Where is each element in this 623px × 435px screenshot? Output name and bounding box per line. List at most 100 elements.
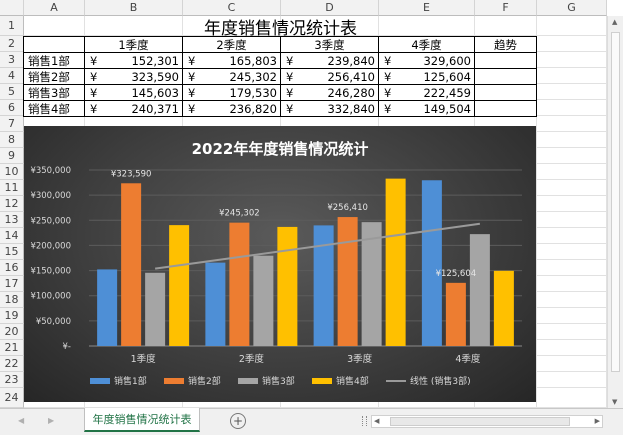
column-header-f[interactable]: F <box>475 0 537 16</box>
scroll-up-icon[interactable]: ▲ <box>612 18 618 26</box>
horizontal-scroll-thumb[interactable] <box>390 417 570 426</box>
value-cell[interactable]: ¥323,590 <box>84 68 183 85</box>
horizontal-scrollbar[interactable]: ◀ ▶ <box>371 415 603 428</box>
x-tick-label: 2季度 <box>239 353 265 365</box>
select-all-corner[interactable] <box>0 0 24 16</box>
trend-cell[interactable] <box>474 68 537 85</box>
chart-canvas: 2022年年度销售情况统计 ¥- ¥50,000 ¥100,000 ¥150,000 ¥… <box>30 140 522 387</box>
currency-symbol: ¥ <box>188 53 196 68</box>
row-header[interactable]: 19 <box>0 308 24 324</box>
vertical-scrollbar[interactable]: ▲ ▼ <box>607 16 623 408</box>
value-cell[interactable]: ¥256,410 <box>280 68 379 85</box>
header-cell[interactable]: 3季度 <box>280 36 379 53</box>
column-header-e[interactable]: E <box>379 0 475 16</box>
currency-symbol: ¥ <box>90 69 98 84</box>
currency-symbol: ¥ <box>90 85 98 100</box>
chart-bar <box>121 183 142 346</box>
hscroll-right-icon[interactable]: ▶ <box>594 417 600 425</box>
dept-cell[interactable]: 销售1部 <box>23 52 85 69</box>
row-header[interactable]: 1 <box>0 16 24 36</box>
row-header[interactable]: 21 <box>0 340 24 356</box>
column-header-d[interactable]: D <box>281 0 379 16</box>
tab-split-handle[interactable] <box>362 416 367 426</box>
chart-bar <box>493 270 514 346</box>
value-cell[interactable]: ¥165,803 <box>182 52 281 69</box>
row-header[interactable]: 17 <box>0 276 24 292</box>
tab-scroll-left-icon[interactable]: ◀ <box>18 416 25 425</box>
trend-cell[interactable] <box>474 84 537 101</box>
row-header[interactable]: 22 <box>0 356 24 372</box>
header-cell[interactable]: 1季度 <box>84 36 183 53</box>
amount-text: 145,603 <box>131 85 179 100</box>
dept-cell[interactable]: 销售2部 <box>23 68 85 85</box>
row-header[interactable]: 23 <box>0 372 24 388</box>
value-cell[interactable]: ¥329,600 <box>378 52 475 69</box>
row-header[interactable]: 24 <box>0 388 24 408</box>
header-cell[interactable]: 4季度 <box>378 36 475 53</box>
row-header[interactable]: 4 <box>0 68 24 84</box>
currency-symbol: ¥ <box>188 85 196 100</box>
amount-text: 246,280 <box>327 85 375 100</box>
chart-bar <box>445 282 466 346</box>
tab-annual-sales[interactable]: 年度销售情况统计表 <box>84 408 200 432</box>
value-cell[interactable]: ¥222,459 <box>378 84 475 101</box>
row-header[interactable]: 2 <box>0 36 24 52</box>
currency-symbol: ¥ <box>384 53 392 68</box>
value-cell[interactable]: ¥332,840 <box>280 100 379 117</box>
row-header[interactable]: 5 <box>0 84 24 100</box>
trend-cell[interactable] <box>474 100 537 117</box>
scroll-down-icon[interactable]: ▼ <box>612 398 618 406</box>
value-cell[interactable]: ¥236,820 <box>182 100 281 117</box>
amount-text: 222,459 <box>423 85 471 100</box>
row-header[interactable]: 11 <box>0 180 24 196</box>
row-header[interactable]: 10 <box>0 164 24 180</box>
row-header[interactable]: 7 <box>0 116 24 132</box>
dept-cell[interactable]: 销售3部 <box>23 84 85 101</box>
value-cell[interactable]: ¥239,840 <box>280 52 379 69</box>
value-cell[interactable]: ¥240,371 <box>84 100 183 117</box>
column-header-b[interactable]: B <box>85 0 183 16</box>
data-label: ¥256,410 <box>327 203 368 213</box>
gridline-h <box>24 35 607 36</box>
chart-bar <box>361 222 382 346</box>
value-cell[interactable]: ¥179,530 <box>182 84 281 101</box>
hscroll-left-icon[interactable]: ◀ <box>374 417 380 425</box>
tab-scroll-right-icon[interactable]: ▶ <box>48 416 55 425</box>
chart-bar <box>253 255 274 346</box>
value-cell[interactable]: ¥245,302 <box>182 68 281 85</box>
column-header-g[interactable]: G <box>537 0 607 16</box>
currency-symbol: ¥ <box>286 101 294 116</box>
vertical-scroll-thumb[interactable] <box>611 32 620 372</box>
value-cell[interactable]: ¥125,604 <box>378 68 475 85</box>
gridline-v <box>536 16 537 408</box>
row-header[interactable]: 3 <box>0 52 24 68</box>
chart-bar <box>145 272 166 346</box>
sales-chart[interactable]: 2022年年度销售情况统计 ¥- ¥50,000 ¥100,000 ¥150,000 ¥… <box>24 126 536 402</box>
header-cell-blank[interactable] <box>23 36 85 53</box>
currency-symbol: ¥ <box>384 69 392 84</box>
row-header[interactable]: 8 <box>0 132 24 148</box>
row-header[interactable]: 14 <box>0 228 24 244</box>
row-header[interactable]: 18 <box>0 292 24 308</box>
value-cell[interactable]: ¥149,504 <box>378 100 475 117</box>
row-header[interactable]: 9 <box>0 148 24 164</box>
value-cell[interactable]: ¥246,280 <box>280 84 379 101</box>
row-header[interactable]: 16 <box>0 260 24 276</box>
value-cell[interactable]: ¥152,301 <box>84 52 183 69</box>
dept-cell[interactable]: 销售4部 <box>23 100 85 117</box>
row-header[interactable]: 6 <box>0 100 24 116</box>
column-header-c[interactable]: C <box>183 0 281 16</box>
header-cell[interactable]: 2季度 <box>182 36 281 53</box>
amount-text: 165,803 <box>229 53 277 68</box>
row-header[interactable]: 13 <box>0 212 24 228</box>
row-header[interactable]: 15 <box>0 244 24 260</box>
row-header[interactable]: 20 <box>0 324 24 340</box>
add-sheet-icon[interactable]: + <box>230 413 246 429</box>
trend-cell[interactable] <box>474 52 537 69</box>
row-header[interactable]: 12 <box>0 196 24 212</box>
amount-text: 245,302 <box>229 69 277 84</box>
value-cell[interactable]: ¥145,603 <box>84 84 183 101</box>
header-cell[interactable]: 趋势 <box>474 36 537 53</box>
sheet-title[interactable]: 年度销售情况统计表 <box>204 18 357 37</box>
column-header-a[interactable]: A <box>24 0 85 16</box>
